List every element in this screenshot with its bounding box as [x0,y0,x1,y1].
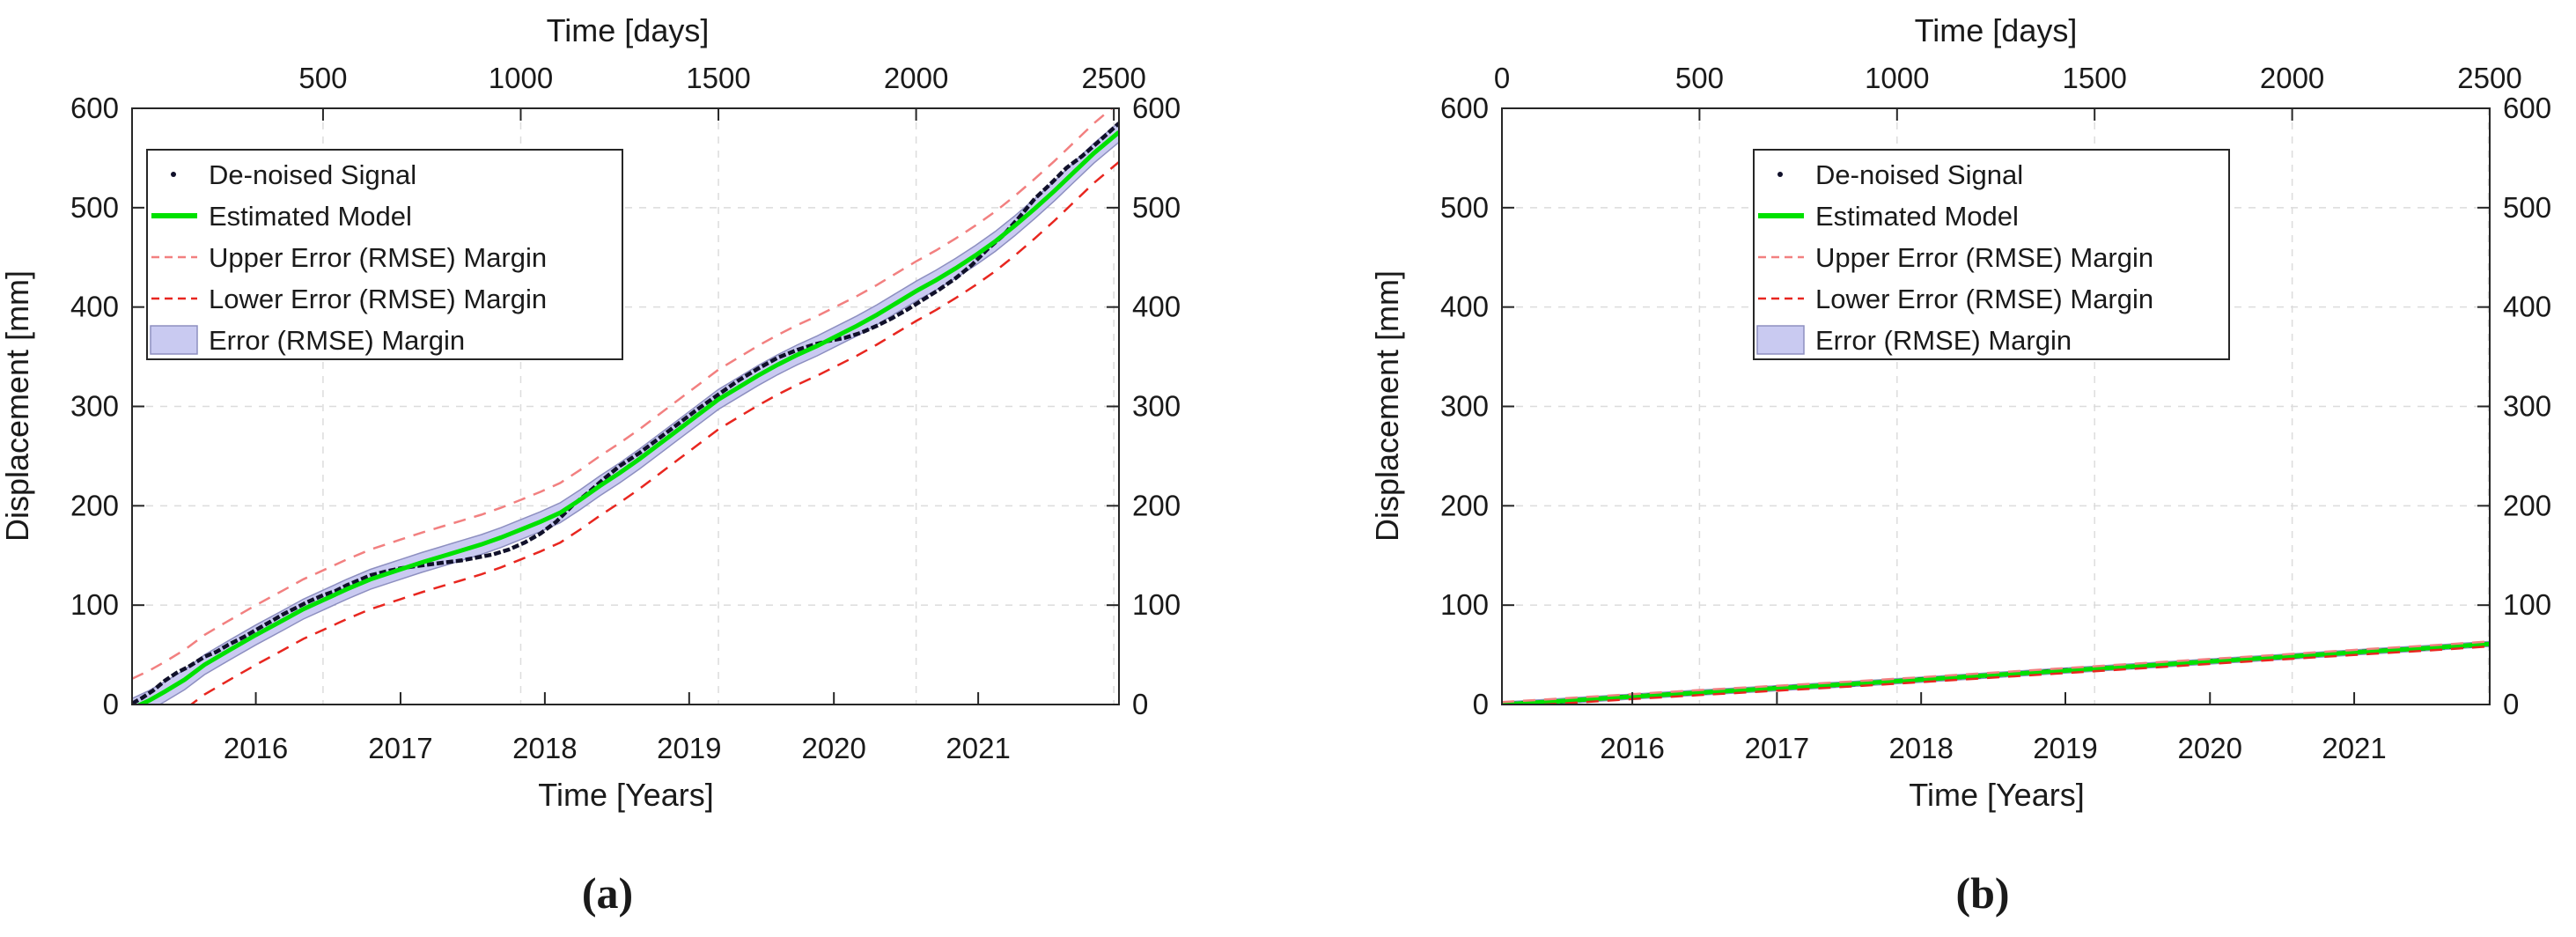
plot-b-ylabel: Displacement [mm] [1369,270,1405,542]
legend-marker-dot [1777,172,1783,177]
right-y-tick-label: 0 [2503,688,2519,720]
legend-label: Upper Error (RMSE) Margin [1815,242,2153,273]
lower-margin-series [1525,645,2490,705]
left-y-tick-label: 300 [1440,390,1489,423]
legend-label: Lower Error (RMSE) Margin [1815,284,2153,314]
year-tick-label: 2020 [801,732,865,764]
left-y-tick-label: 0 [103,688,119,720]
legend-label: De-noised Signal [1815,159,2023,190]
right-y-tick-label: 400 [2503,291,2551,323]
legend-marker-patch [150,325,198,355]
upper-margin-series [132,108,1114,680]
legend-marker-patch [1756,325,1805,355]
right-y-tick-label: 600 [1132,92,1181,124]
left-y-tick-label: 600 [1440,92,1489,124]
right-y-tick-label: 600 [2503,92,2551,124]
plot-a: Time [days] Time [Years] Displacement [m… [0,12,1181,918]
left-y-tick-label: 100 [1440,588,1489,621]
left-y-tick-label: 500 [70,191,119,224]
legend-label: Estimated Model [1815,201,2019,232]
year-tick-label: 2021 [2322,732,2386,764]
right-y-tick-label: 300 [1132,390,1181,423]
top-tick-label: 1000 [489,62,553,94]
year-tick-label: 2017 [368,732,432,764]
plot-b-caption: (b) [1955,868,2009,918]
right-y-tick-label: 200 [1132,489,1181,521]
legend-label: Error (RMSE) Margin [209,325,465,356]
plot-b-top-axis-title: Time [days] [1915,12,2078,48]
right-y-tick-label: 0 [1132,688,1148,720]
left-y-tick-label: 500 [1440,191,1489,224]
year-tick-label: 2016 [1600,732,1664,764]
top-tick-label: 1000 [1865,62,1929,94]
top-tick-label: 2500 [1081,62,1145,94]
plot-b: Time [days] Time [Years] Displacement [m… [1369,12,2551,918]
top-tick-label: 2500 [2457,62,2521,94]
year-tick-label: 2018 [1888,732,1953,764]
legend-label: De-noised Signal [209,159,416,190]
legend-label: Error (RMSE) Margin [1815,325,2072,356]
model-series [1502,641,2490,705]
right-y-tick-label: 400 [1132,291,1181,323]
right-y-tick-label: 200 [2503,489,2551,521]
top-tick-label: 2000 [2260,62,2324,94]
plot-a-series [132,108,1119,705]
top-tick-label: 1500 [2062,62,2126,94]
legend-label: Upper Error (RMSE) Margin [209,242,547,273]
plot-a-legend: De-noised Signal Estimated Model Upper Err… [146,149,623,360]
upper-margin-series [1502,640,2490,704]
plot-a-ylabel: Displacement [mm] [0,270,35,542]
plot-b-legend: De-noised Signal Estimated Model Upper Err… [1753,149,2230,360]
year-tick-label: 2021 [946,732,1010,764]
top-tick-label: 500 [298,62,347,94]
plot-a-top-axis-title: Time [days] [547,12,710,48]
right-y-tick-label: 100 [1132,588,1181,621]
legend-box [1753,149,2230,360]
top-tick-label: 1500 [686,62,750,94]
right-y-tick-label: 100 [2503,588,2551,621]
year-tick-label: 2018 [512,732,577,764]
legend-label: Estimated Model [209,201,412,232]
left-y-tick-label: 200 [70,489,119,521]
plot-a-xlabel: Time [Years] [538,777,713,813]
year-tick-label: 2016 [224,732,288,764]
right-y-tick-label: 500 [2503,191,2551,224]
legend-box [146,149,623,360]
year-tick-label: 2020 [2178,732,2242,764]
plot-b-xlabel: Time [Years] [1909,777,2084,813]
right-y-tick-label: 300 [2503,390,2551,423]
left-y-tick-label: 100 [70,588,119,621]
plot-a-caption: (a) [582,868,633,918]
lower-margin-series [189,160,1119,705]
top-tick-label: 500 [1675,62,1724,94]
left-y-tick-label: 400 [70,291,119,323]
legend-label: Lower Error (RMSE) Margin [209,284,547,314]
model-series [135,130,1119,705]
left-y-tick-label: 0 [1473,688,1489,720]
top-tick-label: 0 [1494,62,1510,94]
year-tick-label: 2019 [657,732,721,764]
top-tick-label: 2000 [884,62,948,94]
right-y-tick-label: 500 [1132,191,1181,224]
left-y-tick-label: 600 [70,92,119,124]
year-tick-label: 2017 [1745,732,1809,764]
left-y-tick-label: 400 [1440,291,1489,323]
plot-b-series [1502,640,2490,705]
left-y-tick-label: 200 [1440,489,1489,521]
legend-marker-dot [171,172,176,177]
year-tick-label: 2019 [2033,732,2097,764]
left-y-tick-label: 300 [70,390,119,423]
